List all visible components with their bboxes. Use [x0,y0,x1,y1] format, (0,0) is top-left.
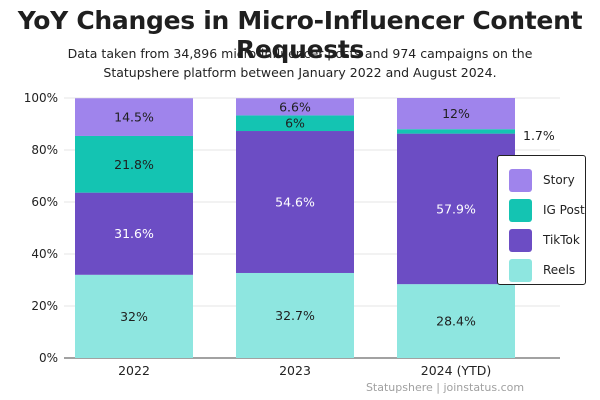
data-label-ig-post: 1.7% [523,128,555,143]
legend-item: Reels [509,255,585,285]
y-tick-label: 80% [31,143,58,157]
chart-title: YoY Changes in Micro-Influencer Content … [17,6,583,64]
legend-swatch [509,168,532,192]
y-tick-label: 100% [24,91,58,105]
legend-label: IG Post [543,203,585,217]
y-tick-label: 0% [39,351,58,365]
data-label-tiktok: 57.9% [436,201,476,216]
bar-segment-ig-post [75,135,193,193]
bar-segment-ig-post [236,115,354,132]
y-tick-label: 40% [31,247,58,261]
legend-label: Story [543,173,575,187]
bar-segment-reels [397,284,515,358]
data-label-tiktok: 31.6% [114,226,154,241]
bar-segment-tiktok [397,133,515,285]
data-label-reels: 28.4% [436,314,476,329]
bar-segment-story [397,98,515,130]
data-label-story: 6.6% [279,99,311,114]
x-tick-label: 2023 [279,363,311,378]
data-label-ig-post: 6% [285,116,305,131]
bar-segment-tiktok [75,192,193,275]
data-label-ig-post: 21.8% [114,157,154,172]
bar-segment-reels [75,274,193,358]
y-tick-label: 20% [31,299,58,313]
x-tick-label: 2024 (YTD) [421,363,491,378]
bar-segment-story [75,98,193,136]
legend-swatch [509,228,532,252]
legend-label: Reels [543,263,576,277]
subtitle-line-1: Data taken from 34,896 micro-influencer … [67,46,533,61]
legend-swatch [509,198,532,222]
y-tick-label: 60% [31,195,58,209]
bar-segment-tiktok [236,131,354,273]
chart-subtitle: Data taken from 34,896 micro-influencer … [0,44,600,82]
data-label-reels: 32.7% [275,308,315,323]
bar-segment-story [236,98,354,116]
legend-item: TikTok [509,225,585,255]
source-credit: Statupshere | joinstatus.com [365,381,525,394]
data-label-story: 12% [442,106,470,121]
bar-segment-reels [236,272,354,358]
bar-segment-ig-post [397,129,515,134]
legend-label: TikTok [543,233,580,247]
chart-legend: Story IG Post TikTok Reels [497,155,586,285]
subtitle-line-2: Statupshere platform between January 202… [103,65,497,80]
x-tick-label: 2022 [118,363,150,378]
legend-item: IG Post [509,195,585,225]
data-label-tiktok: 54.6% [275,195,315,210]
data-label-reels: 32% [120,309,148,324]
legend-swatch [509,258,532,282]
data-label-story: 14.5% [114,110,154,125]
legend-item: Story [509,165,585,195]
